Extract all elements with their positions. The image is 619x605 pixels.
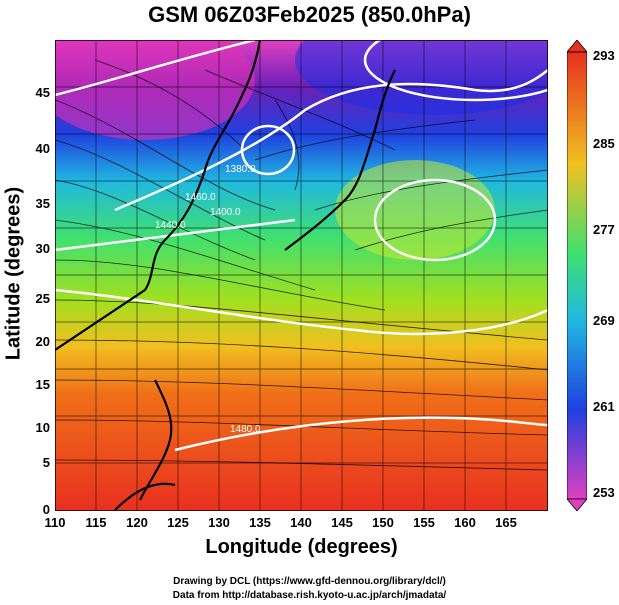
colorbar-label: 269 — [593, 313, 615, 328]
contour-label: 1400.0 — [210, 207, 241, 218]
x-tick-label: 145 — [331, 515, 353, 530]
cold-region — [295, 40, 548, 115]
x-tick-label: 110 — [44, 515, 66, 530]
contour-label: 1380.0 — [225, 164, 256, 175]
x-axis-label: Longitude (degrees) — [205, 536, 398, 558]
x-tick-label: 115 — [85, 515, 107, 530]
credit-line: Drawing by DCL (https://www.gfd-dennou.o… — [173, 576, 446, 587]
y-tick-label: 10 — [35, 420, 50, 435]
map-plot: 1380.0 1440.0 1460.0 1400.0 1480.0 — [55, 40, 548, 511]
grid-lines — [55, 40, 548, 511]
y-tick-label: 35 — [35, 196, 50, 211]
y-tick-label: 0 — [42, 502, 50, 517]
x-tick-label: 120 — [126, 515, 148, 530]
colorbar-label: 285 — [593, 136, 615, 151]
y-tick-label: 25 — [35, 291, 50, 306]
contour-label: 1460.0 — [185, 192, 216, 203]
x-tick-label: 155 — [413, 515, 435, 530]
colorbar — [566, 39, 588, 512]
coastlines — [55, 40, 396, 511]
colorbar-label: 277 — [593, 222, 615, 237]
colorbar-label: 253 — [593, 485, 615, 500]
y-tick-label: 40 — [35, 141, 50, 156]
colorbar-label: 293 — [593, 48, 615, 63]
x-tick-label: 160 — [454, 515, 476, 530]
x-tick-label: 130 — [208, 515, 230, 530]
contour-label: 1440.0 — [155, 220, 186, 231]
y-tick-label: 30 — [35, 241, 50, 256]
y-tick-label: 5 — [42, 455, 50, 470]
credit-line: Data from http://database.rish.kyoto-u.a… — [172, 590, 447, 601]
y-tick-label: 15 — [35, 377, 50, 392]
contour-label: 1480.0 — [230, 424, 261, 435]
x-tick-label: 140 — [290, 515, 312, 530]
colorbar-label: 261 — [593, 399, 615, 414]
y-tick-label: 45 — [35, 85, 50, 100]
x-tick-label: 135 — [249, 515, 271, 530]
warm-region — [335, 160, 495, 260]
chart-title: GSM 06Z03Feb2025 (850.0hPa) — [148, 2, 471, 27]
y-tick-label: 20 — [35, 334, 50, 349]
cold-core — [55, 40, 255, 140]
streamlines — [55, 59, 548, 471]
x-tick-label: 125 — [167, 515, 189, 530]
x-tick-label: 165 — [495, 515, 517, 530]
y-axis-label: Latitude (degrees) — [2, 186, 25, 361]
x-tick-label: 150 — [372, 515, 394, 530]
